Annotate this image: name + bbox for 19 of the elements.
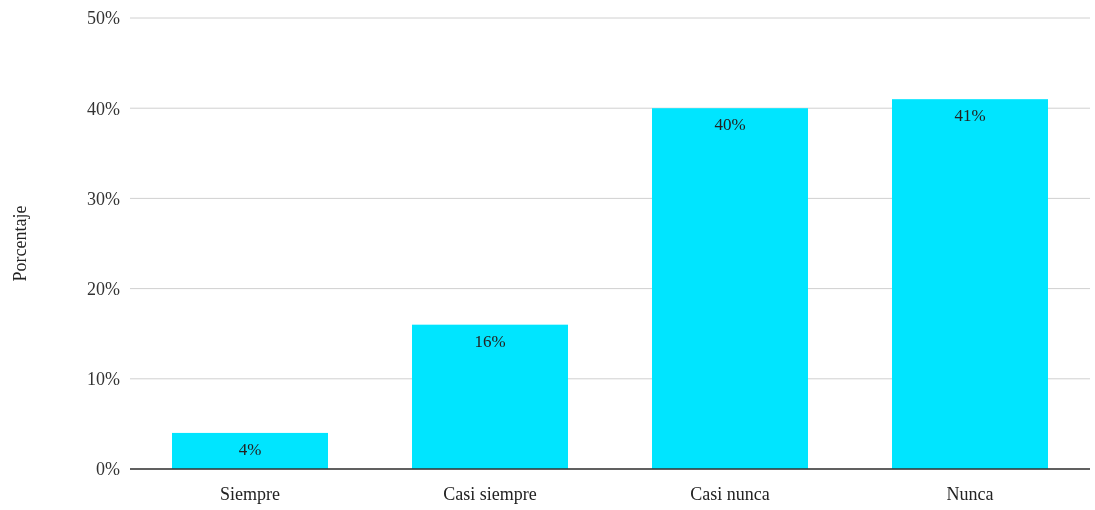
bar — [172, 432, 328, 469]
y-tick-label: 10% — [87, 369, 120, 390]
data-label: 4% — [238, 439, 262, 459]
y-tick-label: 20% — [87, 278, 120, 299]
y-axis-title: Porcentaje — [10, 205, 30, 282]
y-tick-label: 50% — [87, 8, 120, 29]
x-tick-label: Siempre — [220, 484, 280, 504]
data-label: 16% — [474, 331, 506, 351]
x-tick-label: Nunca — [946, 484, 994, 504]
data-label: 41% — [954, 106, 986, 126]
y-tick-label: 30% — [87, 188, 120, 209]
x-tick-label: Casi nunca — [690, 484, 770, 504]
y-tick-label: 40% — [87, 98, 120, 119]
x-tick-label: Casi siempre — [443, 484, 537, 504]
bar — [412, 324, 568, 469]
bar — [892, 99, 1048, 469]
y-tick-label: 0% — [96, 459, 120, 480]
bar — [652, 108, 808, 469]
data-label: 40% — [714, 115, 746, 135]
